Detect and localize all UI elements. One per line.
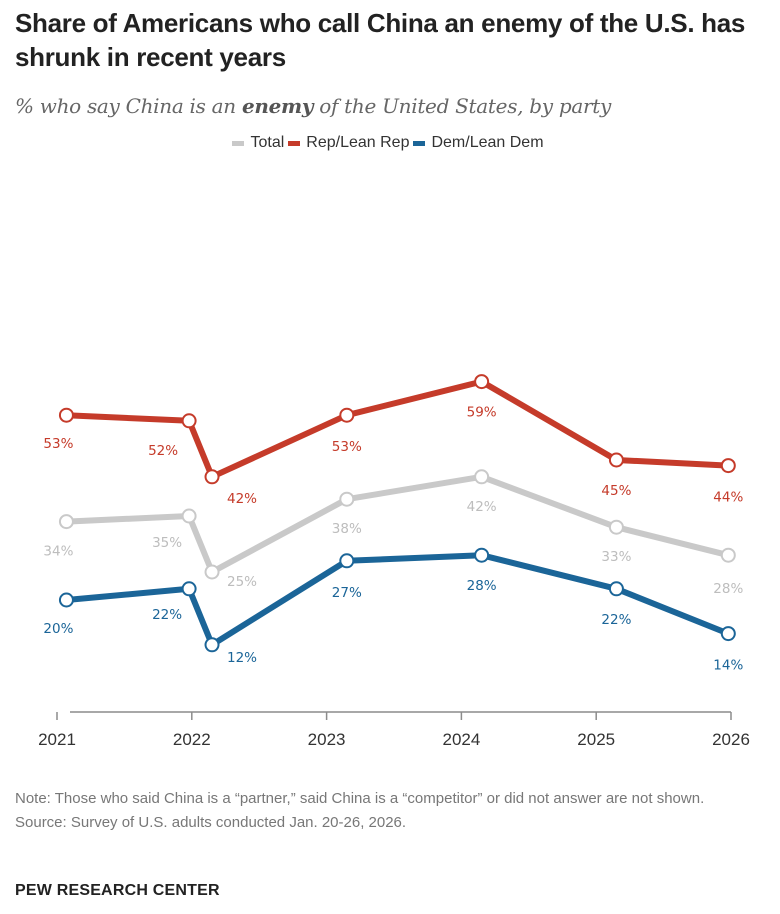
legend-swatch-rep — [288, 140, 301, 146]
series-line-dem-lean-dem — [63, 552, 732, 648]
data-point-rep-lean-rep — [339, 407, 355, 423]
data-point-rep-lean-rep — [608, 452, 624, 468]
legend-swatch-dem — [413, 140, 426, 146]
data-point-dem-lean-dem — [204, 637, 220, 653]
data-point-dem-lean-dem — [339, 553, 355, 569]
legend-label-rep: Rep/Lean Rep — [306, 134, 410, 151]
chart-notes: Note: Those who said China is a “partner… — [15, 787, 765, 835]
subtitle-part-3: of the United States, by party — [313, 94, 611, 118]
data-label-rep-lean-rep: 45% — [601, 483, 631, 499]
data-point-dem-lean-dem — [58, 592, 74, 608]
data-point-dem-lean-dem — [608, 581, 624, 597]
legend-item-rep: Rep/Lean Rep — [288, 134, 409, 152]
source-text: Source: Survey of U.S. adults conducted … — [15, 814, 407, 831]
data-point-total — [204, 564, 220, 580]
data-label-dem-lean-dem: 28% — [467, 578, 497, 594]
data-point-total — [339, 491, 355, 507]
data-label-total: 34% — [43, 544, 73, 560]
data-point-total — [608, 519, 624, 535]
data-label-dem-lean-dem: 14% — [713, 658, 743, 674]
series-line-rep-lean-rep — [63, 378, 732, 480]
brand-label: PEW RESEARCH CENTER — [15, 882, 220, 899]
data-point-total — [181, 508, 197, 524]
data-label-rep-lean-rep: 42% — [227, 491, 257, 507]
chart-title: Share of Americans who call China an ene… — [15, 8, 746, 72]
legend-item-dem: Dem/Lean Dem — [413, 134, 544, 152]
data-point-dem-lean-dem — [474, 547, 490, 563]
data-point-rep-lean-rep — [720, 458, 736, 474]
data-point-rep-lean-rep — [181, 413, 197, 429]
data-label-total: 28% — [713, 581, 743, 597]
x-tick-label: 2024 — [442, 730, 480, 749]
data-label-rep-lean-rep: 53% — [43, 436, 73, 452]
data-label-rep-lean-rep: 53% — [332, 439, 362, 455]
legend-item-total: Total — [232, 134, 284, 152]
data-point-rep-lean-rep — [474, 374, 490, 390]
legend-swatch-total — [232, 140, 245, 146]
data-point-total — [720, 547, 736, 563]
data-label-total: 42% — [467, 499, 497, 515]
data-label-rep-lean-rep: 52% — [148, 443, 178, 459]
data-point-total — [474, 469, 490, 485]
subtitle-emphasis: enemy — [241, 94, 314, 118]
data-point-rep-lean-rep — [58, 407, 74, 423]
data-label-dem-lean-dem: 12% — [227, 650, 257, 666]
data-label-dem-lean-dem: 22% — [601, 612, 631, 628]
data-point-rep-lean-rep — [204, 469, 220, 485]
data-label-dem-lean-dem: 20% — [43, 621, 73, 637]
data-label-dem-lean-dem: 27% — [332, 585, 362, 601]
chart-subtitle: % who say China is an enemy of the Unite… — [15, 94, 611, 118]
data-label-rep-lean-rep: 44% — [713, 490, 743, 506]
x-tick-label: 2023 — [308, 730, 346, 749]
data-label-total: 33% — [601, 549, 631, 565]
x-tick-label: 2021 — [38, 730, 76, 749]
data-point-dem-lean-dem — [181, 581, 197, 597]
data-label-total: 35% — [152, 535, 182, 551]
data-label-total: 38% — [332, 521, 362, 537]
line-chart: 2021 2022 2023 2024 2025 2026 34% 35% 25% 38% 42% 3… — [38, 374, 750, 749]
data-label-rep-lean-rep: 59% — [467, 405, 497, 421]
data-label-dem-lean-dem: 22% — [152, 607, 182, 623]
x-tick-label: 2022 — [173, 730, 211, 749]
legend-label-total: Total — [250, 134, 285, 151]
data-point-dem-lean-dem — [720, 626, 736, 642]
data-point-total — [58, 514, 74, 530]
data-label-total: 25% — [227, 574, 257, 590]
legend-label-dem: Dem/Lean Dem — [431, 134, 544, 151]
legend: Total Rep/Lean Rep Dem/Lean Dem — [0, 134, 780, 152]
x-tick-label: 2026 — [712, 730, 750, 749]
note-text: Note: Those who said China is a “partner… — [15, 790, 705, 807]
subtitle-part-1: % who say China is an — [15, 94, 242, 118]
x-tick-label: 2025 — [577, 730, 615, 749]
